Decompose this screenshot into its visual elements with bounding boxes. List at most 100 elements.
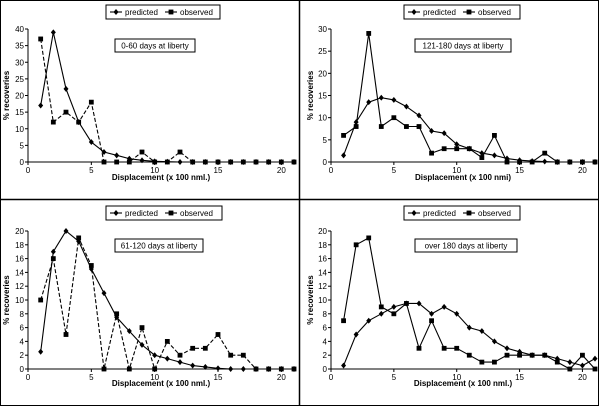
y-tick-label: 25	[318, 47, 327, 56]
legend-label-predicted: predicted	[125, 209, 158, 218]
predicted-point	[378, 310, 384, 317]
series-predicted	[341, 94, 598, 165]
predicted-point	[190, 362, 196, 369]
observed-point	[266, 366, 272, 372]
predicted-point	[38, 348, 44, 355]
predicted-point	[366, 99, 372, 106]
x-tick-label: 5	[392, 373, 397, 382]
legend-label-predicted: predicted	[423, 209, 456, 218]
y-tick-label: 12	[318, 282, 327, 291]
x-axis-label: Displacement (x 100 nml.)	[414, 379, 513, 388]
observed-point	[88, 99, 94, 105]
y-tick-label: 20	[15, 92, 24, 101]
predicted-line	[343, 97, 595, 163]
observed-point	[391, 311, 397, 317]
predicted-point	[215, 365, 221, 372]
observed-point	[366, 235, 372, 241]
predicted-point	[126, 328, 132, 335]
observed-point	[441, 345, 447, 351]
y-tick-label: 14	[318, 268, 327, 277]
legend-box	[403, 205, 521, 221]
predicted-point	[50, 29, 56, 36]
observed-point	[126, 159, 132, 165]
observed-point	[542, 150, 548, 156]
observed-point	[76, 119, 82, 125]
observed-point	[63, 332, 69, 337]
predicted-point	[341, 362, 347, 369]
series-predicted	[341, 300, 598, 369]
x-tick-label: 5	[89, 373, 94, 382]
predicted-point	[101, 149, 107, 155]
annotation-label: 61-120 days at liberty	[121, 242, 198, 251]
y-tick-label: 2	[20, 351, 25, 360]
x-tick-label: 10	[452, 373, 461, 382]
predicted-point	[88, 139, 94, 146]
legend-marker-observed	[168, 210, 174, 216]
observed-point	[517, 159, 522, 165]
observed-point	[38, 36, 44, 42]
predicted-point	[63, 85, 69, 92]
observed-point	[404, 124, 409, 129]
x-tick-label: 20	[277, 166, 286, 175]
observed-point	[492, 133, 497, 138]
x-tick-label: 5	[89, 166, 94, 175]
observed-point	[504, 352, 510, 358]
observed-point	[492, 359, 497, 365]
observed-point	[38, 297, 44, 303]
predicted-point	[63, 228, 69, 234]
y-axis-label: % recoveries	[2, 70, 11, 120]
annotation-label: 0-60 days at liberty	[121, 42, 189, 51]
observed-point	[76, 235, 82, 241]
observed-point	[567, 366, 573, 372]
observed-point	[101, 366, 107, 372]
annotation-label: over 180 days at liberty	[425, 242, 508, 251]
predicted-point	[416, 112, 422, 119]
y-tick-label: 8	[20, 310, 25, 319]
y-tick-label: 20	[318, 69, 327, 78]
y-tick-label: 0	[323, 365, 328, 374]
predicted-point	[429, 128, 435, 134]
observed-point	[278, 159, 284, 165]
predicted-point	[139, 157, 145, 164]
x-tick-label: 0	[26, 166, 31, 175]
legend-box	[403, 4, 521, 20]
observed-point	[416, 124, 422, 129]
y-axis-label: % recoveries	[306, 70, 315, 120]
observed-point	[504, 159, 510, 165]
observed-point	[341, 318, 346, 324]
legend-label-observed: observed	[180, 8, 213, 17]
predicted-point	[416, 300, 422, 307]
observed-point	[240, 159, 246, 165]
x-tick-label: 20	[578, 373, 587, 382]
observed-point	[291, 366, 297, 372]
series-observed	[341, 31, 598, 165]
predicted-point	[341, 152, 347, 159]
observed-line	[40, 235, 294, 372]
legend-label-observed: observed	[478, 209, 511, 218]
predicted-point	[353, 331, 359, 338]
predicted-point	[114, 152, 120, 159]
annotation-box	[414, 38, 512, 53]
x-tick-label: 5	[392, 166, 397, 175]
observed-point	[190, 159, 196, 165]
legend-label-predicted: predicted	[125, 8, 158, 17]
predicted-point	[50, 248, 56, 255]
x-tick-label: 15	[515, 166, 524, 175]
predicted-point	[177, 159, 183, 165]
observed-point	[139, 149, 145, 155]
predicted-point	[466, 324, 472, 331]
predicted-point	[366, 317, 372, 324]
y-tick-label: 4	[20, 337, 25, 346]
predicted-point	[378, 94, 384, 101]
observed-point	[228, 159, 234, 165]
y-tick-label: 0	[323, 158, 328, 167]
annotation-box	[114, 238, 204, 253]
predicted-point	[38, 102, 44, 109]
series-observed	[38, 36, 297, 165]
predicted-point	[441, 130, 447, 137]
legend: predicted observed	[403, 205, 521, 221]
x-axis-label: Displacement (x 100 nml.)	[112, 173, 211, 182]
observed-point	[164, 338, 170, 344]
legend: predicted observed	[105, 4, 221, 20]
observed-point	[190, 345, 196, 351]
